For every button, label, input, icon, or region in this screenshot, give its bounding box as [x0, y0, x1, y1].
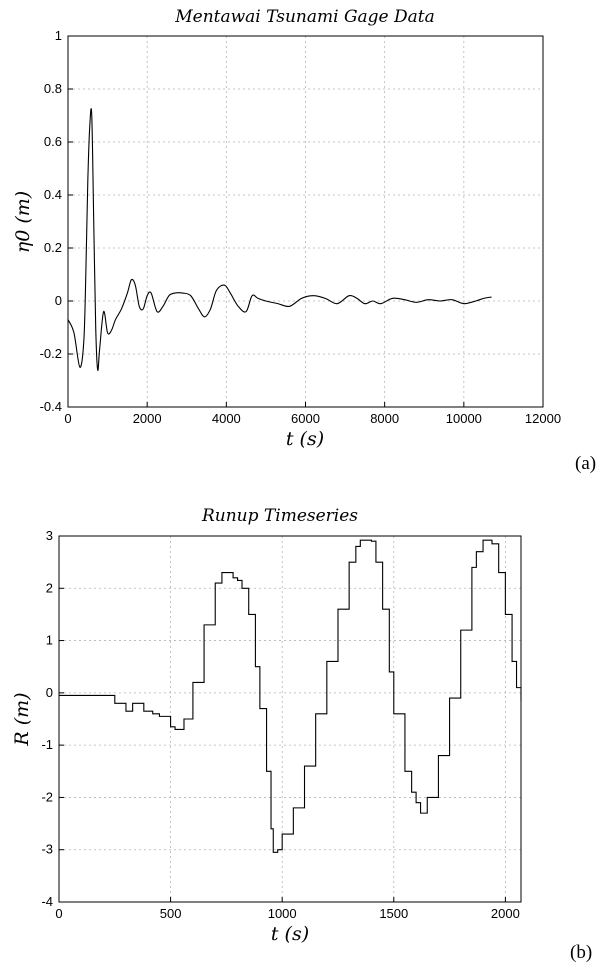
- chart-a-title: Mentawai Tsunami Gage Data: [174, 7, 435, 27]
- a-xtick-label: 12000: [525, 411, 561, 426]
- a-ytick-label: 0.2: [44, 240, 62, 255]
- chart-a: Mentawai Tsunami Gage Data 0 2000 4000 6000…: [12, 7, 596, 474]
- chart-b-yticks: -4 -3 -2 -1 0 1 2 3: [41, 528, 64, 909]
- b-xtick-label: 500: [160, 906, 182, 921]
- b-xtick-label: 0: [55, 906, 62, 921]
- b-xtick-label: 2000: [491, 906, 520, 921]
- chart-a-ylabel: η0 (m): [12, 191, 34, 253]
- b-ytick-label: -2: [41, 789, 53, 804]
- a-ytick-label: -0.2: [40, 346, 62, 361]
- panel-a-label: (a): [575, 453, 596, 474]
- chart-b-ylabel: R (m): [11, 692, 33, 746]
- b-ytick-label: -4: [41, 894, 53, 909]
- chart-b-title: Runup Timeseries: [201, 506, 358, 526]
- a-ytick-label: 1: [55, 28, 62, 43]
- b-ytick-label: 2: [46, 580, 53, 595]
- chart-a-xticks: 0 2000 4000 6000 8000 10000 12000: [64, 402, 561, 426]
- a-xtick-label: 4000: [212, 411, 241, 426]
- b-ytick-label: -3: [41, 842, 53, 857]
- chart-b-grid: [59, 536, 521, 902]
- chart-b-xlabel: t (s): [271, 923, 309, 945]
- chart-a-series-line: [67, 108, 492, 371]
- a-ytick-label: 0.6: [44, 134, 62, 149]
- b-ytick-label: 3: [46, 528, 53, 543]
- a-ytick-label: 0.8: [44, 81, 62, 96]
- chart-b-series-line: [59, 539, 522, 853]
- a-ytick-label: 0.4: [44, 187, 62, 202]
- a-xtick-label: 10000: [446, 411, 482, 426]
- chart-b-xticks: 0 500 1000 1500 2000: [55, 897, 520, 921]
- chart-b-frame: [58, 535, 522, 903]
- chart-b: Runup Timeseries 0 500 1000 1500 2000 -4 -3 -2…: [11, 506, 592, 963]
- a-xtick-label: 2000: [133, 411, 162, 426]
- b-xtick-label: 1500: [379, 906, 408, 921]
- chart-a-grid: [68, 36, 543, 407]
- a-ytick-label: -0.4: [40, 399, 62, 414]
- a-xtick-label: 0: [64, 411, 71, 426]
- b-ytick-label: 0: [46, 685, 53, 700]
- a-ytick-label: 0: [55, 293, 62, 308]
- chart-a-xlabel: t (s): [286, 428, 324, 450]
- b-xtick-label: 1000: [268, 906, 297, 921]
- b-ytick-label: 1: [46, 633, 53, 648]
- chart-a-yticks: -0.4 -0.2 0 0.2 0.4 0.6 0.8 1: [40, 28, 73, 414]
- a-xtick-label: 6000: [291, 411, 320, 426]
- a-xtick-label: 8000: [370, 411, 399, 426]
- b-ytick-label: -1: [41, 737, 53, 752]
- panel-b-label: (b): [570, 942, 592, 963]
